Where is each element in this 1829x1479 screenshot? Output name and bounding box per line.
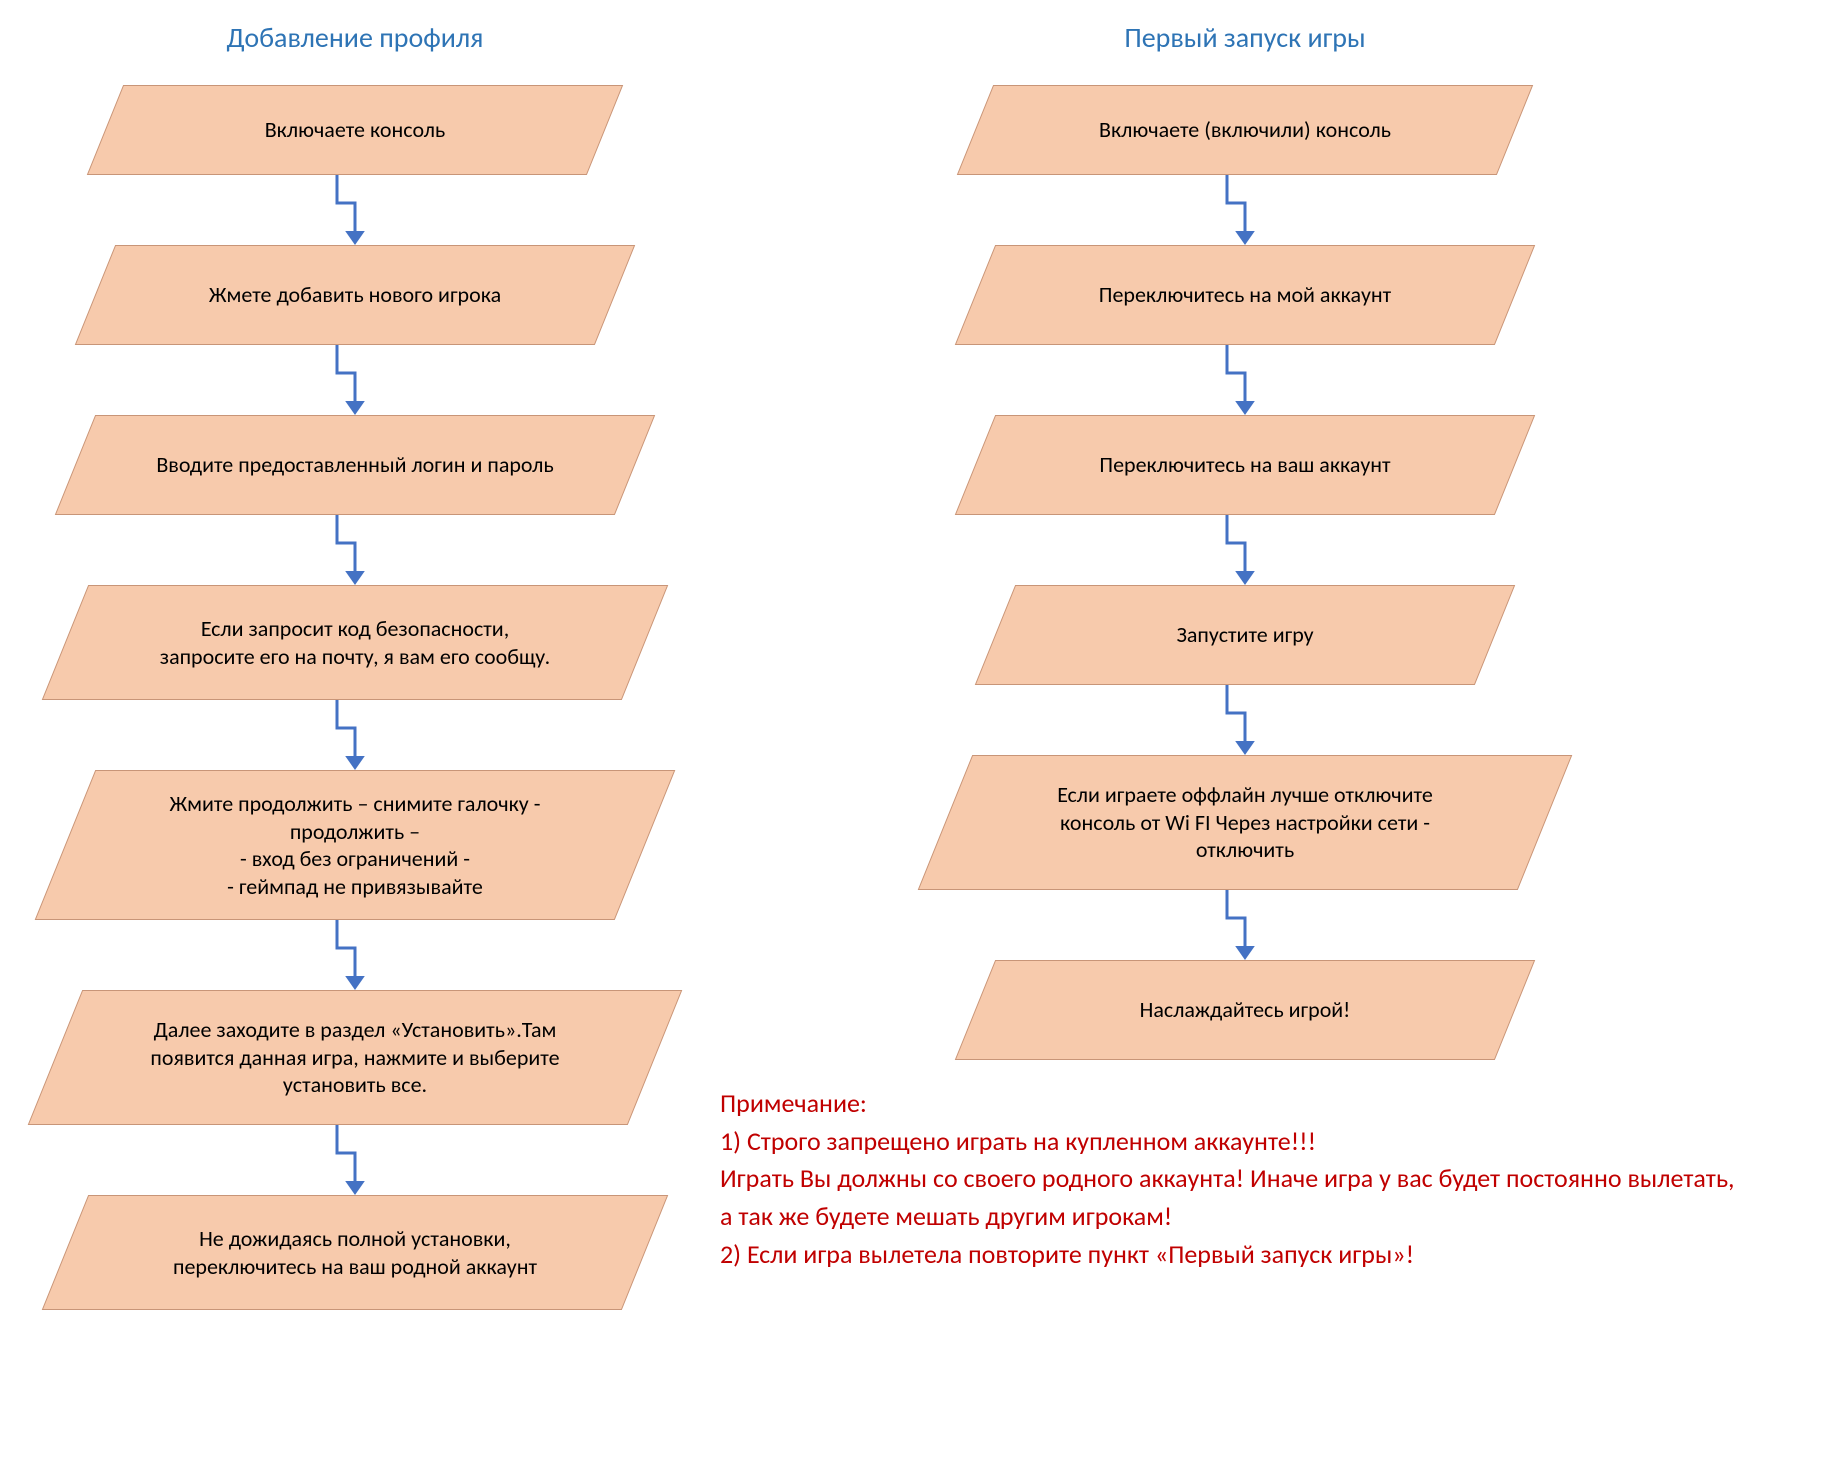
right-step-2: Переключитесь на ваш аккаунт [975, 415, 1515, 515]
left-step-1: Жмете добавить нового игрока [95, 245, 615, 345]
left-title: Добавление профиля [227, 20, 484, 55]
step-label: Далее заходите в раздел «Установить».Там… [150, 1016, 559, 1099]
step-label: Если играете оффлайн лучше отключите кон… [1057, 781, 1433, 864]
left-step-5: Далее заходите в раздел «Установить».Там… [55, 990, 655, 1125]
flow-arrow [1213, 890, 1277, 960]
notes-line-0: 1) Строго запрещено играть на купленном … [720, 1123, 1740, 1161]
step-label: Наслаждайтесь игрой! [1140, 996, 1351, 1024]
flowchart-page: Добавление профиля Включаете консоль Жмет… [30, 20, 1799, 1310]
notes-heading: Примечание: [720, 1085, 1740, 1123]
right-title: Первый запуск игры [1124, 20, 1365, 55]
flow-arrow [1213, 345, 1277, 415]
step-label: Включаете консоль [265, 116, 446, 144]
flow-arrow [323, 175, 387, 245]
flow-arrow [323, 515, 387, 585]
step-label: Жмете добавить нового игрока [209, 281, 501, 309]
step-label: Переключитесь на ваш аккаунт [1099, 451, 1390, 479]
flow-arrow [323, 1125, 387, 1195]
right-step-1: Переключитесь на мой аккаунт [975, 245, 1515, 345]
step-label: Переключитесь на мой аккаунт [1099, 281, 1391, 309]
right-step-3: Запустите игру [995, 585, 1495, 685]
flow-arrow [1213, 685, 1277, 755]
right-flow: Включаете (включили) консоль Переключитес… [945, 85, 1545, 1060]
step-label: Включаете (включили) консоль [1099, 116, 1391, 144]
step-label: Если запросит код безопасности, запросит… [160, 615, 550, 670]
step-label: Вводите предоставленный логин и пароль [156, 451, 553, 479]
left-step-6: Не дожидаясь полной установки, переключи… [65, 1195, 645, 1310]
left-step-2: Вводите предоставленный логин и пароль [75, 415, 635, 515]
left-column: Добавление профиля Включаете консоль Жмет… [30, 20, 680, 1310]
notes-line-2: 2) Если игра вылетела повторите пункт «П… [720, 1236, 1740, 1274]
left-step-4: Жмите продолжить – снимите галочку - про… [65, 770, 645, 920]
step-label: Жмите продолжить – снимите галочку - про… [170, 790, 541, 900]
flow-arrow [1213, 515, 1277, 585]
right-step-4: Если играете оффлайн лучше отключите кон… [945, 755, 1545, 890]
flow-arrow [1213, 175, 1277, 245]
step-label: Не дожидаясь полной установки, переключи… [173, 1225, 537, 1280]
flow-arrow [323, 345, 387, 415]
left-step-3: Если запросит код безопасности, запросит… [65, 585, 645, 700]
right-step-5: Наслаждайтесь игрой! [975, 960, 1515, 1060]
notes-line-1: Играть Вы должны со своего родного аккау… [720, 1160, 1740, 1235]
flow-arrow [323, 920, 387, 990]
right-step-0: Включаете (включили) консоль [975, 85, 1515, 175]
left-flow: Включаете консоль Жмете добавить нового и… [55, 85, 655, 1310]
right-column: Первый запуск игры Включаете (включили) … [720, 20, 1770, 1273]
left-step-0: Включаете консоль [105, 85, 605, 175]
notes-block: Примечание:1) Строго запрещено играть на… [720, 1085, 1740, 1273]
step-label: Запустите игру [1176, 621, 1313, 649]
flow-arrow [323, 700, 387, 770]
